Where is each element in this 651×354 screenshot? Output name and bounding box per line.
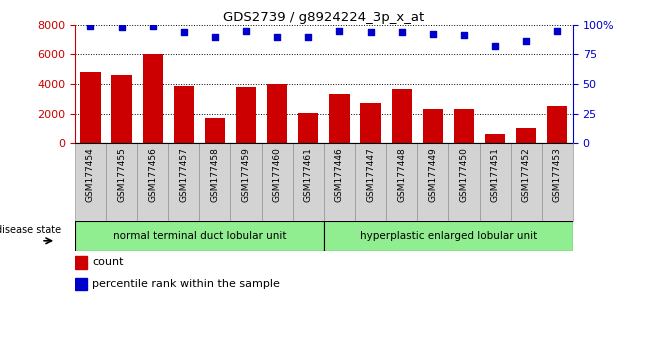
- Bar: [417, 143, 449, 221]
- Bar: [454, 109, 474, 143]
- Bar: [205, 118, 225, 143]
- Bar: [516, 128, 536, 143]
- Bar: [267, 84, 287, 143]
- Bar: [168, 143, 199, 221]
- Text: GSM177454: GSM177454: [86, 147, 95, 202]
- Point: [178, 29, 189, 35]
- Bar: [355, 143, 386, 221]
- Point: [148, 23, 158, 29]
- Point: [241, 28, 251, 34]
- Text: GSM177455: GSM177455: [117, 147, 126, 202]
- Bar: [547, 106, 568, 143]
- Bar: [361, 103, 381, 143]
- Bar: [75, 143, 106, 221]
- Bar: [106, 143, 137, 221]
- Text: GSM177460: GSM177460: [273, 147, 282, 202]
- Text: GSM177456: GSM177456: [148, 147, 157, 202]
- Point: [210, 34, 220, 39]
- Text: GSM177459: GSM177459: [242, 147, 251, 202]
- Point: [334, 28, 344, 34]
- Text: percentile rank within the sample: percentile rank within the sample: [92, 279, 280, 289]
- Text: count: count: [92, 257, 124, 267]
- Text: GSM177453: GSM177453: [553, 147, 562, 202]
- Text: GSM177452: GSM177452: [521, 147, 531, 202]
- Bar: [485, 134, 505, 143]
- Point: [428, 32, 438, 37]
- Point: [521, 39, 531, 44]
- Bar: [143, 54, 163, 143]
- Bar: [293, 143, 324, 221]
- Bar: [80, 72, 100, 143]
- Point: [459, 33, 469, 38]
- Point: [303, 34, 314, 39]
- Bar: [324, 221, 573, 251]
- Text: GSM177457: GSM177457: [179, 147, 188, 202]
- Bar: [75, 256, 87, 269]
- Bar: [75, 278, 87, 290]
- Bar: [75, 221, 324, 251]
- Point: [85, 23, 96, 29]
- Text: GSM177446: GSM177446: [335, 147, 344, 202]
- Text: GSM177448: GSM177448: [397, 147, 406, 202]
- Text: GSM177450: GSM177450: [460, 147, 469, 202]
- Bar: [137, 143, 168, 221]
- Text: GSM177449: GSM177449: [428, 147, 437, 202]
- Bar: [262, 143, 293, 221]
- Point: [490, 43, 500, 49]
- Point: [552, 28, 562, 34]
- Bar: [230, 143, 262, 221]
- Point: [396, 29, 407, 35]
- Bar: [480, 143, 510, 221]
- Text: GSM177447: GSM177447: [366, 147, 375, 202]
- Bar: [236, 87, 256, 143]
- Text: hyperplastic enlarged lobular unit: hyperplastic enlarged lobular unit: [360, 231, 537, 241]
- Title: GDS2739 / g8924224_3p_x_at: GDS2739 / g8924224_3p_x_at: [223, 11, 424, 24]
- Bar: [298, 113, 318, 143]
- Text: GSM177458: GSM177458: [210, 147, 219, 202]
- Text: disease state: disease state: [0, 225, 61, 235]
- Text: normal terminal duct lobular unit: normal terminal duct lobular unit: [113, 231, 286, 241]
- Bar: [324, 143, 355, 221]
- Bar: [174, 86, 194, 143]
- Point: [365, 29, 376, 35]
- Bar: [199, 143, 230, 221]
- Bar: [111, 75, 132, 143]
- Bar: [329, 95, 350, 143]
- Text: GSM177451: GSM177451: [491, 147, 499, 202]
- Point: [272, 34, 283, 39]
- Bar: [542, 143, 573, 221]
- Bar: [449, 143, 480, 221]
- Bar: [386, 143, 417, 221]
- Bar: [391, 88, 412, 143]
- Point: [117, 24, 127, 30]
- Bar: [422, 109, 443, 143]
- Bar: [510, 143, 542, 221]
- Text: GSM177461: GSM177461: [304, 147, 313, 202]
